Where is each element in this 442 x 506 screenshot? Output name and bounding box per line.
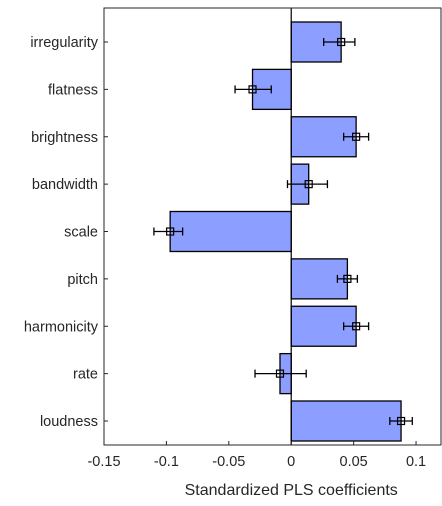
x-tick-label-3: 0: [287, 454, 295, 470]
bars-layer: [169, 21, 402, 442]
y-tick-label-harmonicity: harmonicity: [24, 319, 99, 335]
marker-flatness: [248, 85, 257, 94]
y-tick-label-loudness: loudness: [40, 414, 98, 430]
x-tick-label-1: -0.1: [154, 454, 179, 470]
errorbar-layer: [153, 37, 413, 426]
x-tick-label-5: 0.1: [406, 454, 426, 470]
y-tick-label-brightness: brightness: [31, 130, 98, 146]
y-tick-label-irregularity: irregularity: [30, 35, 98, 51]
x-axis-title: Standardized PLS coefficients: [185, 482, 398, 499]
marker-irregularity: [337, 37, 346, 47]
marker-brightness: [352, 132, 361, 141]
y-tick-label-rate: rate: [73, 367, 98, 383]
marker-pitch: [343, 274, 352, 283]
y-tick-label-scale: scale: [64, 225, 98, 241]
x-axis: -0.15 -0.1 -0.05 0 0.05 0.1: [87, 441, 426, 470]
x-tick-label-4: 0.05: [340, 454, 368, 470]
y-axis: irregularity flatness brightness bandwidth s…: [24, 35, 108, 430]
y-tick-label-bandwidth: bandwidth: [32, 177, 98, 193]
marker-loudness: [396, 416, 406, 426]
axes-frame: [103, 7, 442, 446]
y-tick-label-pitch: pitch: [67, 272, 98, 288]
bar-scale: [169, 210, 292, 253]
y-tick-label-flatness: flatness: [48, 82, 98, 98]
marker-scale: [166, 227, 175, 236]
bar-loudness: [290, 400, 402, 442]
marker-rate: [275, 369, 285, 378]
x-tick-label-0: -0.15: [87, 454, 120, 470]
marker-harmonicity: [352, 322, 361, 331]
plot-frame: [103, 7, 442, 446]
marker-bandwidth: [304, 180, 313, 189]
x-tick-label-2: -0.05: [212, 454, 245, 470]
